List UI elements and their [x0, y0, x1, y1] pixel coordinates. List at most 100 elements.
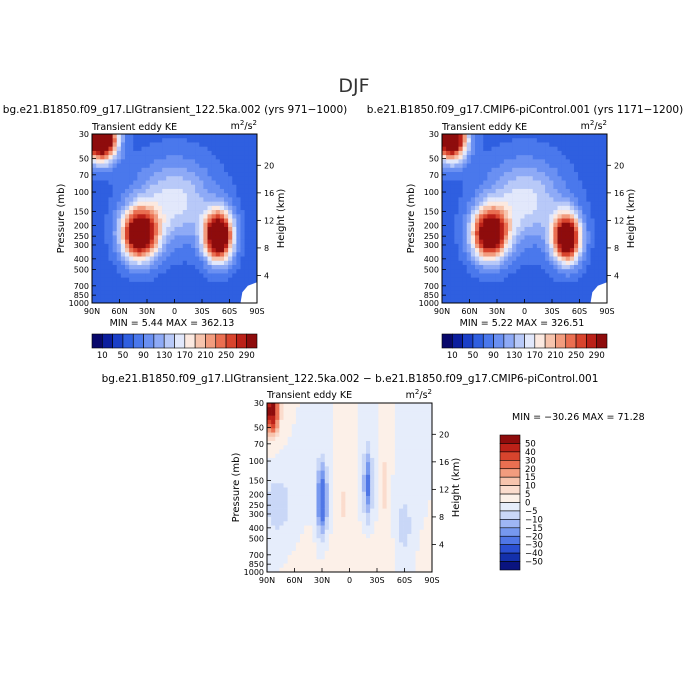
heatmap-cell [419, 563, 425, 569]
heatmap-cell [382, 449, 387, 454]
heatmap-cell [308, 542, 313, 547]
heatmap-cell [182, 167, 188, 173]
heatmap-cell [419, 462, 425, 467]
heatmap-cell [125, 138, 130, 143]
heatmap-cell [536, 193, 542, 198]
heatmap-cell [244, 172, 250, 177]
heatmap-cell [129, 235, 134, 240]
heatmap-cell [491, 146, 496, 152]
heatmap-cell [195, 159, 200, 164]
heatmap-cell [446, 226, 451, 232]
heatmap-cell [598, 205, 604, 211]
heatmap-cell [279, 533, 284, 539]
heatmap-cell [275, 525, 280, 531]
heatmap-cell [141, 197, 146, 202]
heatmap-cell [586, 277, 591, 283]
heatmap-cell [232, 214, 237, 219]
heatmap-cell [353, 428, 359, 433]
heatmap-cell [120, 205, 126, 211]
heatmap-cell [545, 243, 550, 249]
heatmap-cell [211, 146, 217, 152]
heatmap-cell [565, 269, 571, 274]
heatmap-cell [291, 411, 297, 416]
heatmap-cell [561, 188, 567, 194]
heatmap-cell [545, 269, 550, 274]
heatmap-cell [361, 500, 367, 505]
heatmap-cell [399, 453, 404, 459]
heatmap-cell [291, 542, 297, 547]
heatmap-cell [586, 180, 591, 185]
heatmap-cell [582, 214, 587, 219]
heatmap-cell [215, 172, 221, 177]
heatmap-cell [549, 273, 554, 278]
heatmap-cell [182, 146, 188, 152]
heatmap-cell [508, 180, 513, 185]
heatmap-cell [442, 264, 447, 270]
heatmap-cell [341, 517, 346, 522]
heatmap-cell [524, 180, 529, 185]
heatmap-cell [470, 298, 476, 304]
heatmap-cell [390, 403, 396, 408]
heatmap-cell [137, 214, 142, 219]
heatmap-cell [483, 180, 488, 185]
heatmap-cell [602, 214, 608, 219]
heatmap-cell [499, 167, 505, 173]
heatmap-cell [149, 222, 155, 228]
heatmap-cell [149, 150, 155, 156]
heatmap-cell [129, 180, 134, 185]
heatmap-cell [170, 184, 175, 190]
heatmap-cell [394, 504, 400, 509]
heatmap-cell [487, 188, 492, 194]
heatmap-cell [442, 269, 447, 274]
heatmap-cell [295, 550, 301, 556]
heatmap-cell [470, 226, 476, 232]
heatmap-cell [536, 252, 542, 257]
heatmap-cell [207, 277, 212, 283]
colorbar-swatch [472, 333, 484, 349]
heatmap-cell [228, 273, 233, 278]
heatmap-cell [594, 214, 600, 219]
heatmap-cell [423, 466, 429, 471]
heatmap-cell [333, 436, 338, 442]
heatmap-cell [394, 525, 400, 531]
heatmap-cell [423, 436, 429, 442]
heatmap-cell [458, 155, 463, 160]
heatmap-cell [316, 441, 321, 446]
heatmap-cell [279, 483, 284, 488]
heatmap-cell [462, 248, 468, 253]
heatmap-cell [125, 264, 130, 270]
heatmap-cell [370, 415, 375, 421]
heatmap-cell [312, 466, 317, 471]
heatmap-cell [524, 138, 529, 143]
heatmap-cell [349, 474, 354, 480]
heatmap-cell [394, 542, 400, 547]
heatmap-cell [219, 201, 225, 207]
heatmap-cell [232, 184, 237, 190]
heatmap-cell [248, 201, 254, 207]
heatmap-cell [466, 298, 472, 304]
heatmap-cell [508, 184, 513, 190]
heatmap-cell [283, 470, 288, 476]
heatmap-cell [419, 470, 425, 476]
heatmap-cell [415, 529, 420, 535]
heatmap-cell [224, 197, 229, 202]
heatmap-cell [470, 167, 476, 173]
heatmap-cell [267, 491, 272, 497]
heatmap-cell [419, 529, 425, 535]
heatmap-cell [320, 445, 326, 450]
heatmap-cell [207, 235, 212, 240]
heatmap-cell [549, 155, 554, 160]
heatmap-cell [411, 546, 416, 552]
heatmap-cell [491, 273, 496, 278]
heatmap-cell [541, 260, 546, 266]
heatmap-cell [199, 260, 204, 266]
colorbar-swatch [565, 333, 577, 349]
heatmap-cell [386, 563, 392, 569]
heatmap-cell [483, 226, 488, 232]
heatmap-cell [104, 197, 109, 202]
heatmap-cell [149, 159, 155, 164]
heatmap-cell [578, 243, 583, 249]
heatmap-cell [248, 172, 254, 177]
heatmap-cell [141, 269, 146, 274]
heatmap-cell [240, 226, 245, 232]
